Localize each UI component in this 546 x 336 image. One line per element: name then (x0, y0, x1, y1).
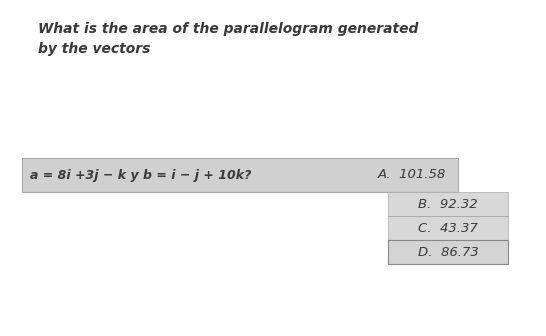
Text: B.  92.32: B. 92.32 (418, 198, 478, 210)
Bar (388, 192, 508, 240)
Text: D.  86.73: D. 86.73 (418, 246, 478, 258)
Bar (22, 158, 458, 192)
Text: by the vectors: by the vectors (38, 42, 150, 56)
Text: a = 8i +3j − k y b = i − j + 10k?: a = 8i +3j − k y b = i − j + 10k? (30, 168, 251, 181)
Text: A.  101.58: A. 101.58 (378, 168, 446, 181)
Text: What is the area of the parallelogram generated: What is the area of the parallelogram ge… (38, 22, 418, 36)
Text: C.  43.37: C. 43.37 (418, 221, 478, 235)
Bar (388, 240, 508, 264)
